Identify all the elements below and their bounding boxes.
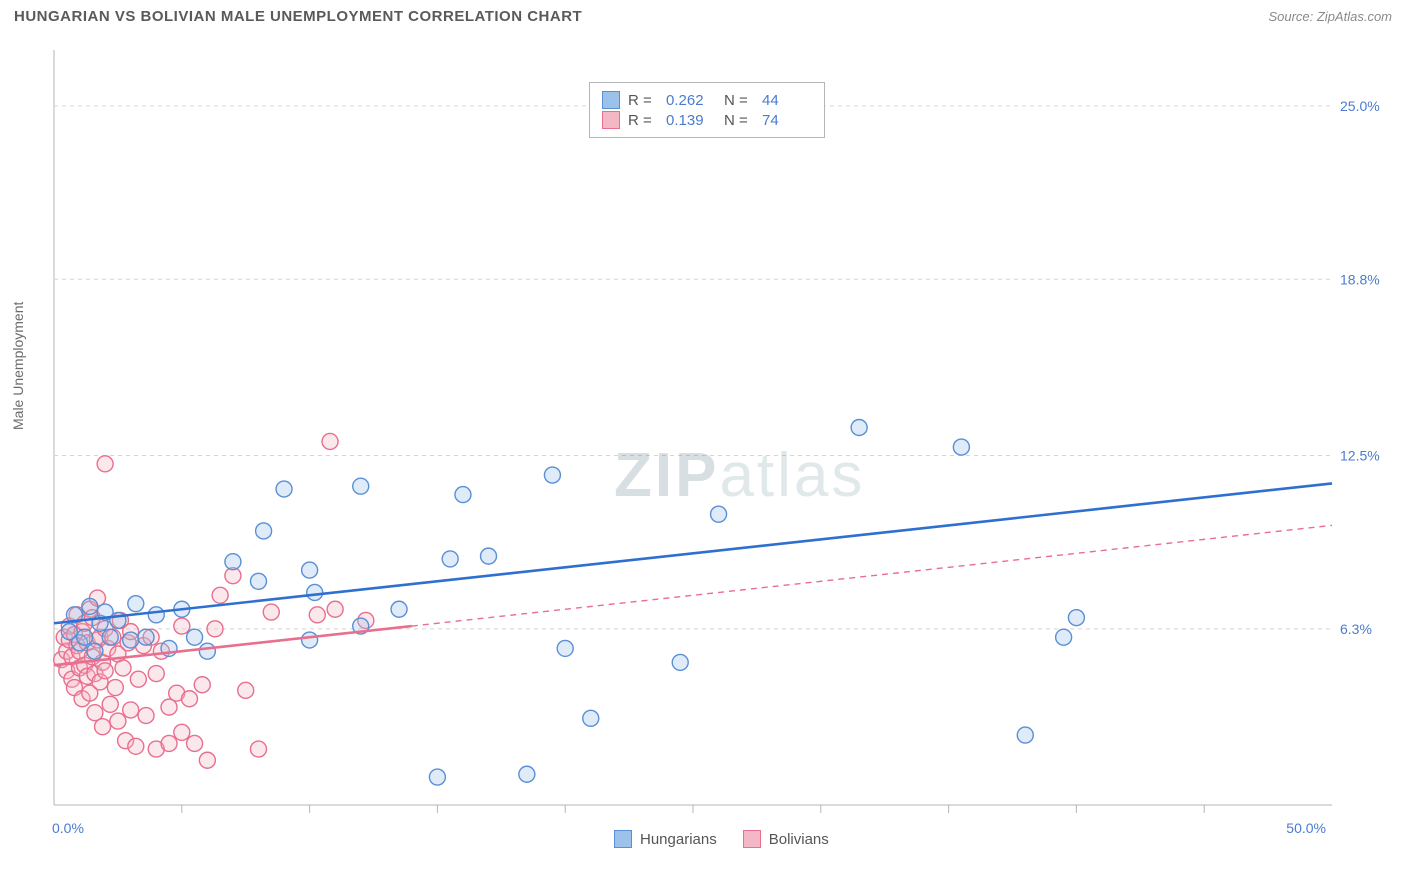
source-attribution: Source: ZipAtlas.com	[1268, 9, 1392, 24]
bolivians-swatch-icon	[743, 830, 761, 848]
series-legend: Hungarians Bolivians	[614, 830, 829, 848]
svg-text:0.0%: 0.0%	[52, 820, 84, 836]
svg-text:6.3%: 6.3%	[1340, 621, 1372, 637]
svg-text:50.0%: 50.0%	[1286, 820, 1326, 836]
bolivians-swatch	[602, 111, 620, 129]
svg-text:25.0%: 25.0%	[1340, 98, 1380, 114]
svg-text:18.8%: 18.8%	[1340, 271, 1380, 287]
scatter-plot: 6.3% 12.5% 18.8% 25.0% 0.0% 50.0%	[44, 40, 1392, 850]
hungarians-swatch	[602, 91, 620, 109]
correlation-legend: R = 0.262 N = 44 R = 0.139 N = 74	[589, 82, 825, 138]
chart-title: HUNGARIAN VS BOLIVIAN MALE UNEMPLOYMENT …	[14, 8, 582, 25]
bolivians-legend-item: Bolivians	[743, 830, 829, 848]
y-axis-label: Male Unemployment	[10, 302, 26, 430]
hungarians-stats: R = 0.262 N = 44	[602, 91, 812, 109]
bolivians-stats: R = 0.139 N = 74	[602, 111, 812, 129]
hungarians-legend-item: Hungarians	[614, 830, 717, 848]
hungarians-swatch-icon	[614, 830, 632, 848]
chart-area: 6.3%12.5%18.8%25.0%0.0%50.0% ZIPatlas R …	[44, 40, 1392, 850]
svg-text:12.5%: 12.5%	[1340, 447, 1380, 463]
